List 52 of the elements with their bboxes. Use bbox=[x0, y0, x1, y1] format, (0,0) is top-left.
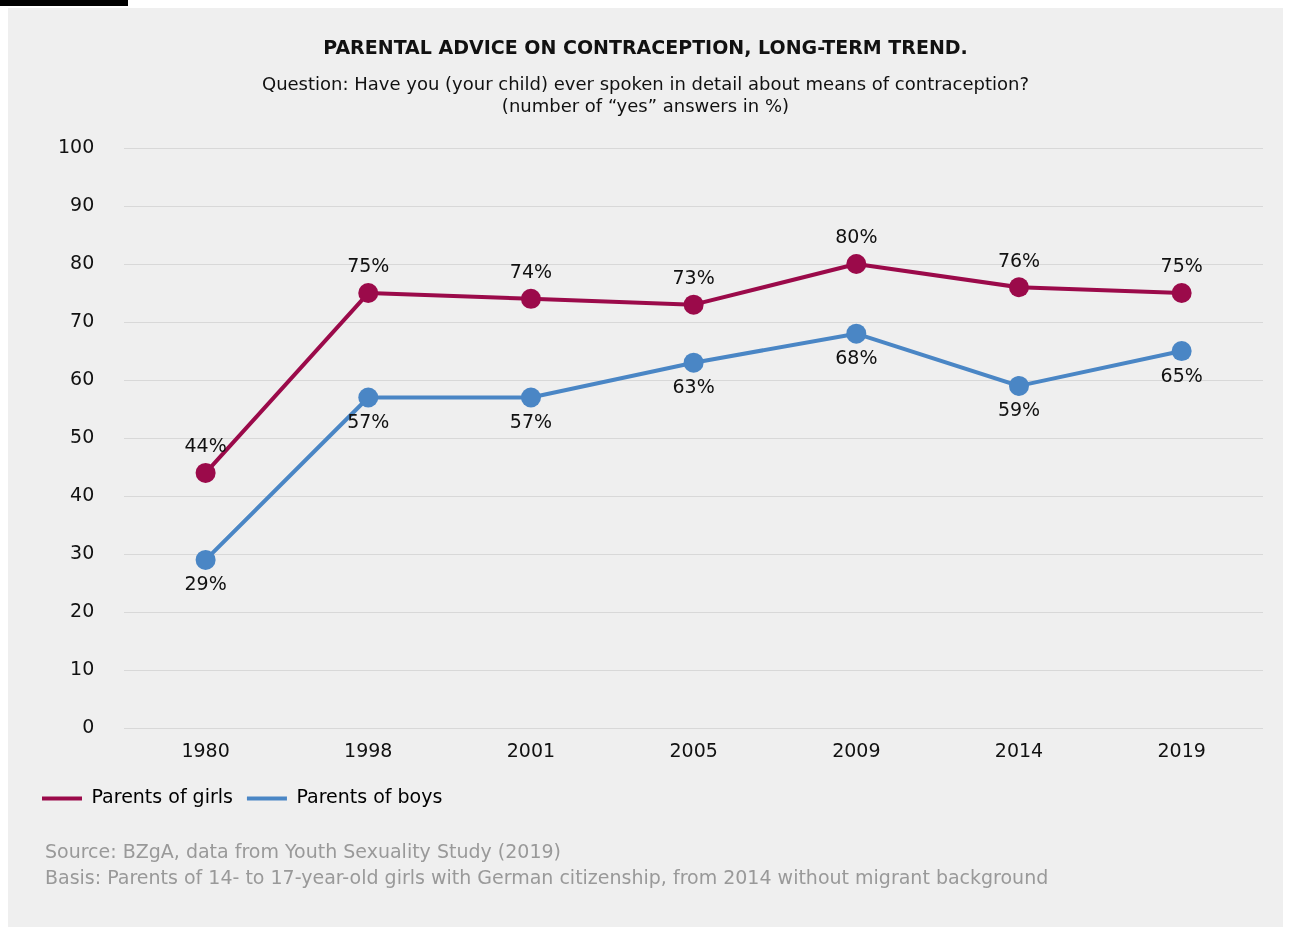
x-tick-label: 1998 bbox=[344, 738, 393, 761]
point bbox=[1171, 283, 1192, 304]
data-label: 59% bbox=[997, 398, 1041, 421]
x-tick-label: 2019 bbox=[1157, 738, 1206, 761]
point bbox=[1008, 277, 1029, 298]
point bbox=[683, 294, 704, 315]
y-tick-label: 10 bbox=[70, 657, 95, 680]
legend-label: Parents of girls bbox=[91, 785, 233, 808]
data-label: 57% bbox=[347, 409, 390, 432]
data-label: 75% bbox=[347, 254, 390, 277]
data-label: 57% bbox=[509, 409, 553, 432]
legend-label: Parents of boys bbox=[296, 785, 443, 808]
y-tick-label: 90 bbox=[70, 192, 95, 215]
data-label: 76% bbox=[997, 248, 1041, 271]
data-label: 74% bbox=[509, 260, 553, 283]
point bbox=[195, 462, 216, 483]
data-label: 68% bbox=[835, 346, 878, 369]
point bbox=[683, 352, 704, 373]
y-tick-label: 50 bbox=[70, 425, 95, 448]
y-tick-label: 40 bbox=[70, 483, 95, 506]
y-tick-label: 60 bbox=[70, 367, 95, 390]
data-label: 65% bbox=[1160, 363, 1203, 386]
data-label: 80% bbox=[835, 225, 878, 248]
source-note: Source: BZgA, data from Youth Sexuality Study (2019) bbox=[45, 839, 562, 864]
data-label: 75% bbox=[1160, 254, 1203, 277]
x-tick-label: 2001 bbox=[506, 738, 556, 761]
data-label: 73% bbox=[672, 266, 715, 289]
point bbox=[1008, 375, 1029, 396]
y-tick-label: 70 bbox=[70, 309, 95, 331]
y-tick-label: 20 bbox=[70, 599, 95, 622]
y-tick-label: 80 bbox=[70, 250, 95, 273]
point bbox=[358, 283, 379, 304]
point bbox=[195, 549, 216, 570]
text: Basis: Parents of 14- to 17-year-old girls with German citizenship, from 2014 without migrant background bbox=[45, 865, 1050, 890]
x-tick-label: 2005 bbox=[669, 738, 718, 761]
x-tick-label: 2009 bbox=[832, 738, 881, 761]
point bbox=[846, 254, 867, 275]
chart-subtitle: Question: Have you (your child) ever spoken in detail about means of contraception? (number of “yes” answers in %) bbox=[261, 73, 1030, 116]
x-tick-label: 1980 bbox=[181, 738, 230, 761]
y-tick-label: 30 bbox=[70, 541, 95, 564]
data-label: 63% bbox=[672, 375, 715, 398]
x-tick-label: 2014 bbox=[994, 738, 1044, 761]
data-label: 44% bbox=[184, 434, 227, 457]
y-tick-label: 0 bbox=[82, 715, 95, 738]
point bbox=[358, 387, 379, 408]
point bbox=[520, 387, 541, 408]
point bbox=[1171, 341, 1192, 362]
chart-title: PARENTAL ADVICE ON CONTRACEPTION, LONG-TERM TREND. bbox=[323, 36, 968, 59]
data-label: 29% bbox=[184, 572, 227, 595]
point bbox=[846, 323, 867, 344]
y-tick-label: 100 bbox=[58, 134, 95, 157]
point bbox=[520, 288, 541, 309]
